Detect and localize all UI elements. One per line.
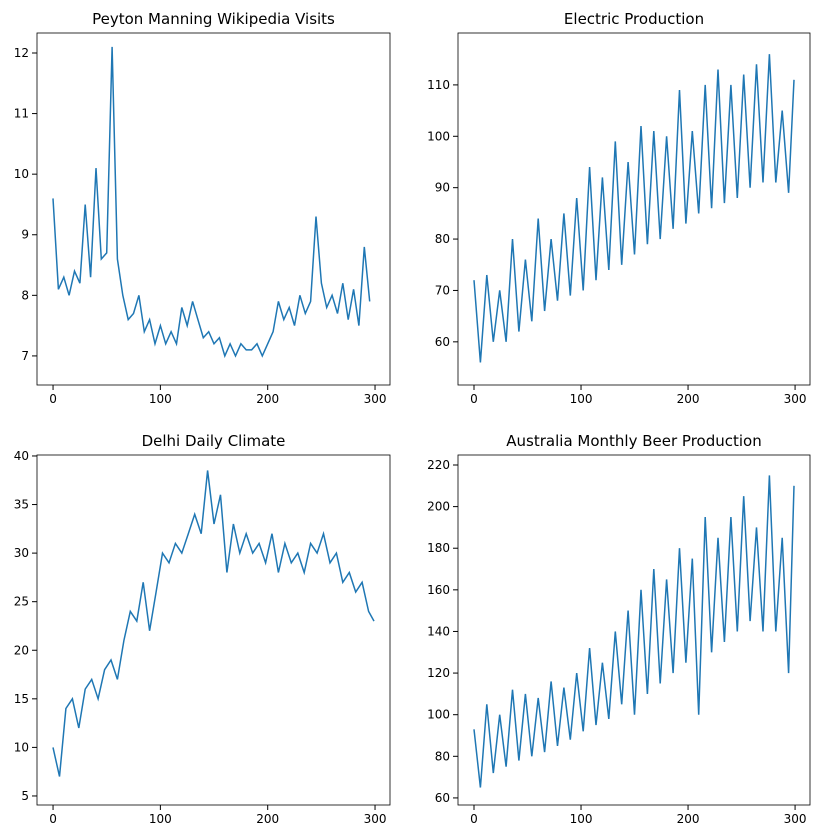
line-series	[52, 470, 375, 777]
y-tick-label: 10	[14, 740, 29, 754]
line-series	[52, 46, 371, 359]
x-tick-label: 200	[256, 812, 279, 826]
x-tick-label: 300	[364, 812, 387, 826]
y-tick-label: 15	[14, 692, 29, 706]
x-tick-label: 300	[784, 392, 807, 406]
x-tick-label: 300	[784, 812, 807, 826]
y-tick-label: 8	[21, 288, 29, 302]
y-tick-label: 5	[21, 789, 29, 803]
y-tick-label: 60	[435, 335, 450, 349]
y-tick-label: 180	[427, 541, 450, 555]
y-tick-label: 10	[14, 167, 29, 181]
y-tick-label: 160	[427, 583, 450, 597]
x-tick-label: 0	[49, 392, 57, 406]
x-tick-label: 0	[470, 812, 478, 826]
y-tick-label: 30	[14, 546, 29, 560]
chart-title: Electric Production	[564, 10, 704, 28]
y-tick-label: 90	[435, 181, 450, 195]
y-tick-label: 100	[427, 708, 450, 722]
x-tick-label: 100	[149, 392, 172, 406]
x-tick-label: 200	[677, 812, 700, 826]
y-tick-label: 100	[427, 129, 450, 143]
y-tick-label: 80	[435, 749, 450, 763]
chart-title: Peyton Manning Wikipedia Visits	[92, 10, 335, 28]
axes-frame	[457, 32, 811, 386]
x-tick-label: 100	[149, 812, 172, 826]
y-tick-label: 40	[14, 449, 29, 463]
y-tick-label: 35	[14, 498, 29, 512]
line-series	[473, 54, 795, 363]
y-tick-label: 11	[14, 107, 29, 121]
y-tick-label: 110	[427, 78, 450, 92]
chart-title: Delhi Daily Climate	[142, 432, 286, 450]
y-tick-label: 9	[21, 228, 29, 242]
y-tick-label: 120	[427, 666, 450, 680]
y-tick-label: 12	[14, 46, 29, 60]
y-tick-label: 80	[435, 232, 450, 246]
y-tick-label: 7	[21, 349, 29, 363]
axes-frame	[457, 454, 811, 806]
x-tick-label: 100	[570, 812, 593, 826]
x-tick-label: 0	[470, 392, 478, 406]
y-tick-label: 20	[14, 643, 29, 657]
x-tick-label: 300	[364, 392, 387, 406]
x-tick-label: 200	[256, 392, 279, 406]
axes-frame	[36, 454, 391, 806]
y-tick-label: 60	[435, 791, 450, 805]
y-tick-label: 140	[427, 624, 450, 638]
y-tick-label: 25	[14, 595, 29, 609]
x-tick-label: 200	[677, 392, 700, 406]
x-tick-label: 0	[49, 812, 57, 826]
x-tick-label: 100	[570, 392, 593, 406]
chart-title: Australia Monthly Beer Production	[506, 432, 761, 450]
line-series	[473, 475, 795, 788]
y-tick-label: 200	[427, 500, 450, 514]
y-tick-label: 220	[427, 458, 450, 472]
axes-frame	[36, 32, 391, 386]
y-tick-label: 70	[435, 283, 450, 297]
